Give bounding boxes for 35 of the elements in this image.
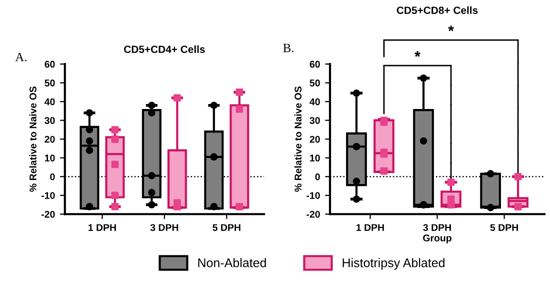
chart-title: CD5+CD4+ Cells <box>124 45 205 54</box>
chart-title: CD5+CD8+ Cells <box>396 6 478 14</box>
y-axis-title: % Relative to Naive OS <box>29 86 36 192</box>
text: A. <box>15 52 26 62</box>
text: * <box>448 26 454 32</box>
text: B. <box>283 44 294 52</box>
y-tick-label: 60 <box>44 60 55 68</box>
y-tick-label: 40 <box>44 98 55 106</box>
y-tick-label: 10 <box>310 154 320 162</box>
y-tick-label: 10 <box>44 154 55 162</box>
x-tick-label: 5 DPH <box>212 224 240 231</box>
x-tick-label: 5 DPH <box>490 224 518 231</box>
x-axis-title: Group <box>423 234 452 244</box>
x-tick-label: 1 DPH <box>88 224 116 231</box>
y-tick-label: 60 <box>310 60 320 68</box>
y-axis-title: % Relative to Naive OS <box>294 86 302 192</box>
y-tick-label: -10 <box>42 192 55 199</box>
y-tick-label: 30 <box>44 117 55 124</box>
legend-label: Histotripsy Ablated <box>342 258 444 270</box>
y-tick-label: -20 <box>306 210 320 218</box>
y-tick-label: 30 <box>310 117 320 124</box>
y-tick-label: 0 <box>315 173 320 180</box>
y-tick-label: 50 <box>310 80 320 86</box>
y-tick-label: 50 <box>44 80 55 86</box>
x-tick-label: 1 DPH <box>356 224 384 231</box>
y-tick-label: 0 <box>50 173 55 180</box>
x-tick-label: 3 DPH <box>423 224 451 231</box>
y-tick-label: 40 <box>310 98 320 106</box>
y-tick-label: -10 <box>306 192 320 199</box>
y-tick-label: 20 <box>310 136 320 143</box>
legend-label: Non-Ablated <box>198 258 266 268</box>
x-tick-label: 3 DPH <box>150 224 178 231</box>
y-tick-label: -20 <box>42 210 55 218</box>
y-tick-label: 20 <box>44 136 55 143</box>
text: * <box>414 51 420 57</box>
